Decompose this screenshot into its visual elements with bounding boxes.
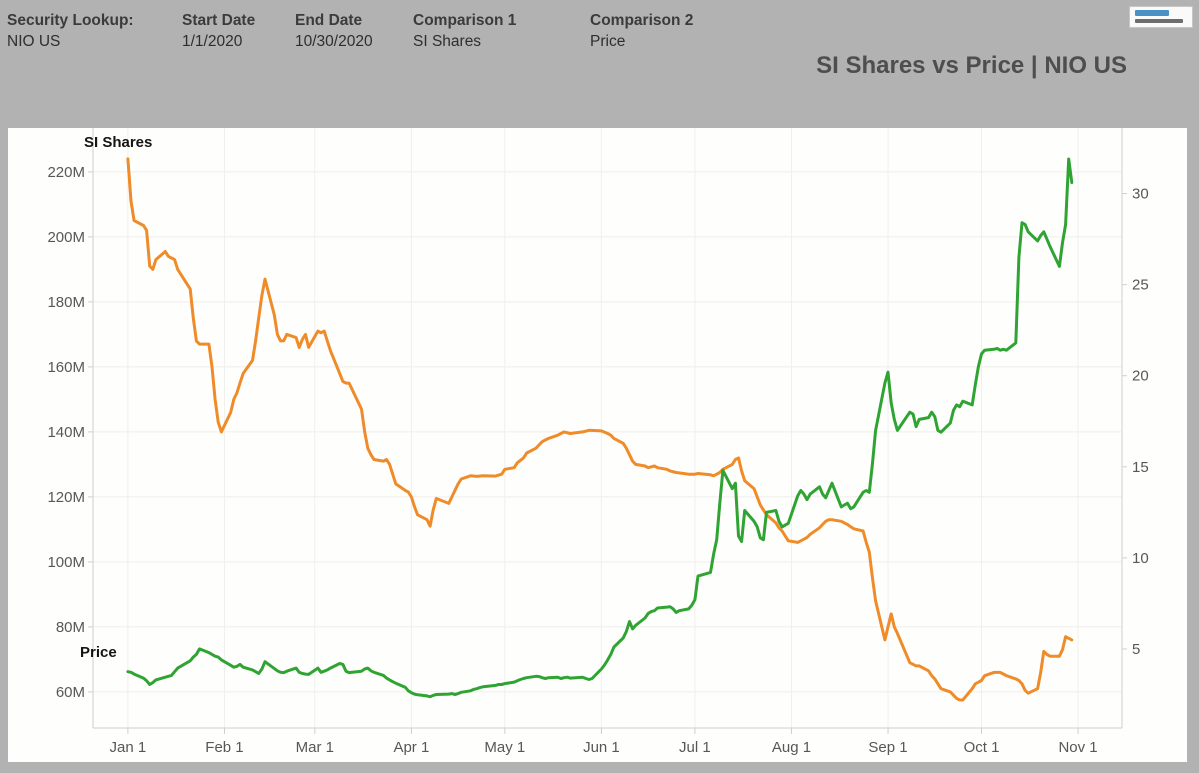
series-line-price (126, 157, 1074, 699)
chart-panel (8, 128, 1187, 762)
comparison-1-value[interactable]: SI Shares (413, 33, 482, 50)
left-axis-tick-label: 60M (56, 684, 85, 701)
start-date-field: Start Date 1/1/2020 (182, 10, 255, 52)
comparison-2-value[interactable]: Price (590, 33, 626, 50)
end-date-field: End Date 10/30/2020 (295, 10, 373, 52)
security-lookup-field: Security Lookup: NIO US (7, 10, 134, 52)
comparison-2-label: Comparison 2 (590, 12, 694, 29)
logo-mark (1135, 10, 1169, 16)
x-axis-tick-label: Apr 1 (393, 739, 429, 756)
x-axis-tick-label: Jul 1 (679, 739, 711, 756)
start-date-value[interactable]: 1/1/2020 (182, 33, 243, 50)
security-lookup-label: Security Lookup: (7, 12, 134, 29)
right-axis-tick-label: 15 (1132, 459, 1149, 476)
end-date-value[interactable]: 10/30/2020 (295, 33, 373, 50)
left-axis-tick-label: 180M (47, 294, 85, 311)
logo-tagline (1135, 19, 1183, 23)
left-axis-tick-label: 220M (47, 164, 85, 181)
x-axis-tick-label: Aug 1 (772, 739, 811, 756)
security-lookup-value[interactable]: NIO US (7, 33, 61, 50)
start-date-label: Start Date (182, 12, 256, 29)
right-axis-tick-label: 25 (1132, 277, 1149, 294)
comparison-1-field: Comparison 1 SI Shares (413, 10, 516, 52)
right-axis-tick-label: 5 (1132, 641, 1140, 658)
comparison-1-label: Comparison 1 (413, 12, 517, 29)
x-axis-tick-label: Oct 1 (964, 739, 1000, 756)
series-line-si-shares (126, 157, 1074, 702)
comparison-2-field: Comparison 2 Price (590, 10, 693, 52)
left-axis-tick-label: 140M (47, 424, 85, 441)
end-date-label: End Date (295, 12, 363, 29)
left-axis-tick-label: 200M (47, 229, 85, 246)
left-series-label: SI Shares (84, 134, 153, 151)
x-axis-tick-label: Sep 1 (868, 739, 907, 756)
vendor-logo (1129, 6, 1193, 28)
left-axis-tick-label: 160M (47, 359, 85, 376)
right-series-label: Price (80, 644, 117, 661)
left-axis-tick-label: 120M (47, 489, 85, 506)
right-axis-tick-label: 30 (1132, 186, 1149, 203)
right-axis-tick-label: 20 (1132, 368, 1149, 385)
page-title: SI Shares vs Price | NIO US (816, 52, 1127, 79)
x-axis-tick-label: Feb 1 (205, 739, 243, 756)
x-axis-tick-label: Mar 1 (296, 739, 334, 756)
right-axis-tick-label: 10 (1132, 550, 1149, 567)
left-axis-tick-label: 80M (56, 619, 85, 636)
x-axis-tick-label: Jun 1 (583, 739, 620, 756)
x-axis-tick-label: Nov 1 (1058, 739, 1097, 756)
left-axis-tick-label: 100M (47, 554, 85, 571)
x-axis-tick-label: Jan 1 (110, 739, 147, 756)
x-axis-tick-label: May 1 (484, 739, 525, 756)
